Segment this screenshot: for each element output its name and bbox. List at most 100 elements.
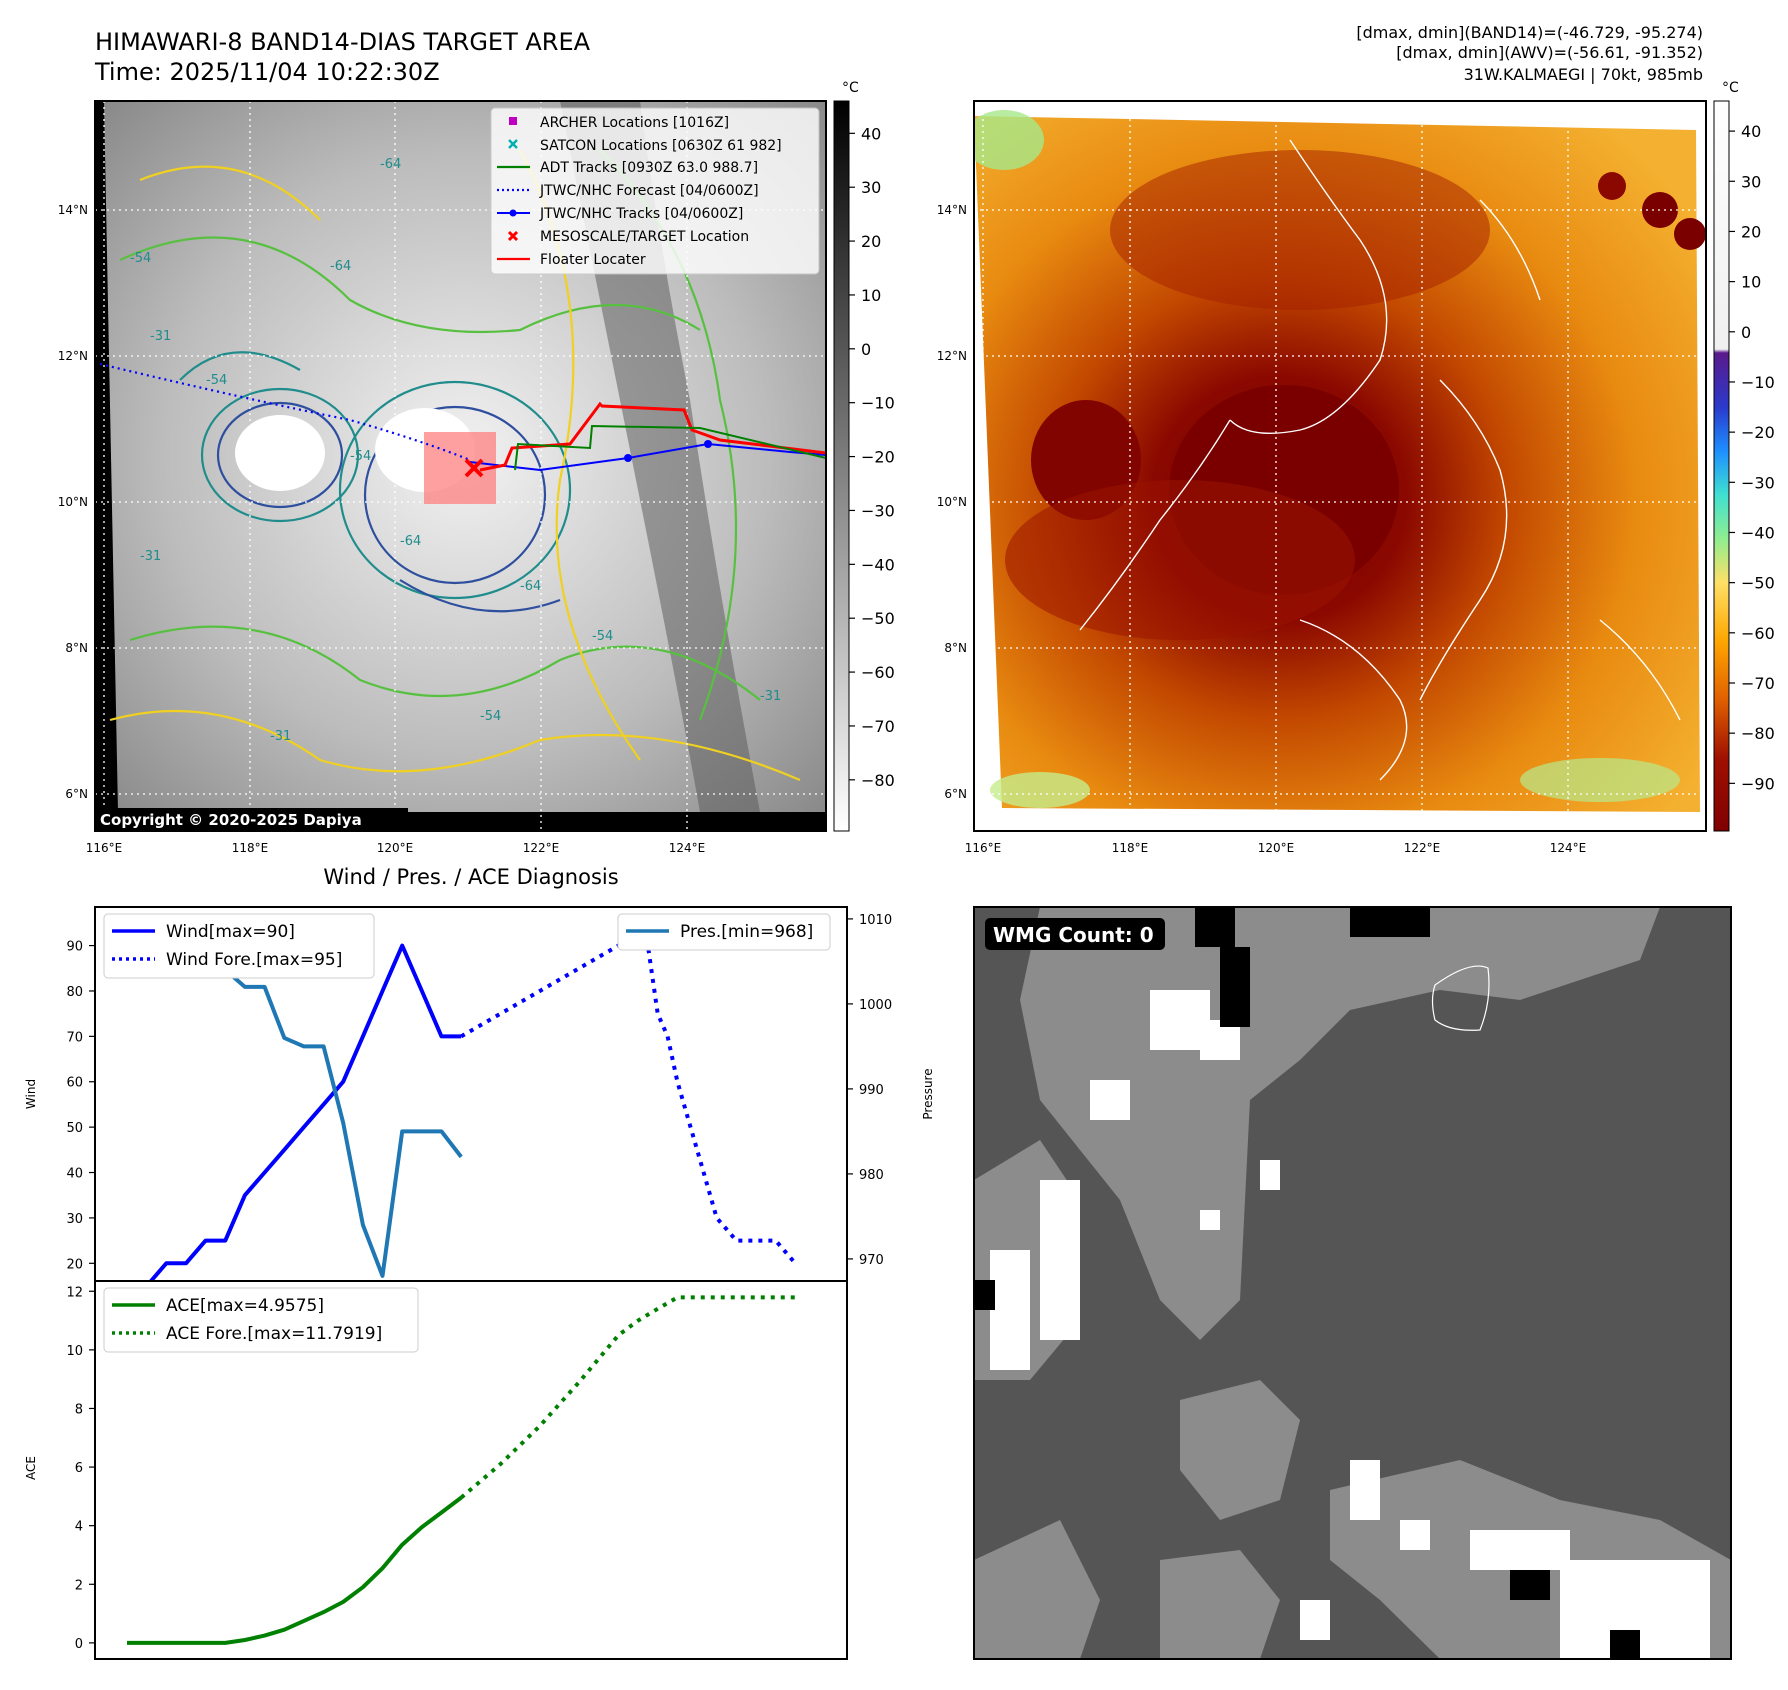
right-map-frame: [973, 100, 1707, 832]
ace-axis-tick-label: 12: [66, 1285, 83, 1300]
wind-axis-tick-label: 30: [66, 1212, 83, 1227]
left-colorbar-gradient: [833, 100, 850, 832]
left-colorbar-tick-label: −50: [861, 609, 895, 628]
right-lon-label-118e: 118°E: [1112, 841, 1149, 855]
wmg-frame: [973, 906, 1732, 1660]
copyright-text: Copyright © 2020-2025 Dapiya: [100, 811, 362, 829]
contour-label: -64: [330, 259, 351, 274]
contour-label: -31: [140, 549, 161, 564]
ace-axis-tick-label: 4: [75, 1520, 83, 1535]
right-colorbar-tick-label: −30: [1741, 473, 1775, 492]
wind-pressure-chart: Wind Pressure 20 30 40 50 60 70 80 90 970 980 990…: [24, 906, 935, 1288]
right-map-coastlines: [1079, 139, 1681, 781]
right-colorbar-tick-label: 30: [1741, 172, 1761, 191]
legend-mesoscale-x-marker: [507, 230, 519, 242]
right-lon-label-120e: 120°E: [1258, 841, 1295, 855]
ace-axis-tick-label: 0: [75, 1637, 83, 1652]
wmg-panel: WMG Count: 0: [973, 906, 1732, 1660]
right-colorbar-tick-label: −60: [1741, 624, 1775, 643]
legend-archer-label: ARCHER Locations [1016Z]: [540, 115, 729, 131]
left-map-frame: [94, 100, 827, 832]
legend-tracks-label: JTWC/NHC Tracks [04/0600Z]: [539, 206, 743, 222]
legend-box: [490, 107, 820, 275]
left-colorbar-tick-label: −30: [861, 501, 895, 520]
right-map-green-sw: [990, 772, 1090, 808]
left-map-panel: Copyright © 2020-2025 Dapiya ARCHER Loca…: [58, 100, 827, 855]
legend-floater-label: Floater Locater: [540, 252, 646, 268]
jtwc-best-track: [469, 442, 826, 472]
wmg-coastline: [1431, 965, 1490, 1031]
left-colorbar-tick-label: −40: [861, 555, 895, 574]
contour-label: -31: [760, 689, 781, 704]
left-map-core-west: [235, 415, 325, 491]
legend-satcon-x-marker: [508, 139, 518, 149]
right-colorbar-tick-label: 0: [1741, 323, 1751, 342]
right-colorbar-tick-label: −40: [1741, 523, 1775, 542]
left-lat-label-10n: 10°N: [58, 495, 88, 509]
info-band14: [dmax, dmin](BAND14)=(-46.729, -95.274): [1356, 23, 1703, 42]
right-colorbar-tick-label: −20: [1741, 423, 1775, 442]
right-colorbar-tick-label: −70: [1741, 674, 1775, 693]
wmg-count-badge: [985, 918, 1165, 950]
right-lat-label-10n: 10°N: [937, 495, 967, 509]
wmg-black-regions: [975, 907, 1640, 1659]
ace-fore-legend-label: ACE Fore.[max=11.7919]: [166, 1324, 382, 1344]
contour-label: -54: [350, 449, 371, 464]
right-colorbar-tick-label: 10: [1741, 273, 1761, 292]
left-lon-label-118e: 118°E: [232, 841, 269, 855]
left-colorbar-unit: °C: [842, 80, 859, 96]
contour-label: -54: [206, 373, 227, 388]
right-map-green-nw: [974, 110, 1044, 170]
right-lat-label-8n: 8°N: [944, 641, 967, 655]
right-lat-label-12n: 12°N: [937, 349, 967, 363]
wind-axis-tick-label: 20: [66, 1257, 83, 1272]
left-colorbar: °C 40 30 20 10 0 −10 −20 −30 −40 −50 −60 −70 −80: [833, 80, 895, 832]
ace-axis-tick-label: 2: [75, 1578, 83, 1593]
contour-label: -64: [380, 157, 401, 172]
ace-legend-label: ACE[max=4.9575]: [166, 1296, 324, 1316]
wind-series-line: [127, 943, 462, 1288]
contour-label: -31: [150, 329, 171, 344]
right-colorbar-tick-label: −50: [1741, 574, 1775, 593]
pressure-legend-label: Pres.[min=968]: [680, 922, 813, 942]
ace-axis-tick-label: 8: [75, 1402, 83, 1417]
left-lon-label-116e: 116°E: [86, 841, 123, 855]
ace-series-line: [127, 1496, 463, 1645]
diagnosis-title: Wind / Pres. / ACE Diagnosis: [323, 865, 618, 889]
right-colorbar-unit: °C: [1722, 80, 1739, 96]
wind-axis-tick-label: 70: [66, 1030, 83, 1045]
right-map-convection-3: [1598, 172, 1626, 200]
ace-legend-box: [103, 1287, 419, 1353]
ace-axis-tick-label: 6: [75, 1461, 83, 1476]
right-lat-label-6n: 6°N: [944, 787, 967, 801]
right-map-band-north: [1110, 150, 1490, 310]
contour-label: -54: [130, 251, 151, 266]
left-map-dark-streak: [560, 101, 760, 812]
contour-label: -31: [270, 729, 291, 744]
left-colorbar-tick-label: 30: [861, 178, 881, 197]
contour-label: -64: [400, 534, 421, 549]
wind-axis-tick-label: 40: [66, 1167, 83, 1182]
contour-label: -64: [520, 579, 541, 594]
right-map-panel: 14°N 12°N 10°N 8°N 6°N 116°E 118°E 120°E…: [937, 100, 1707, 855]
legend-tracks-dot: [509, 209, 517, 217]
wmg-count-label: WMG Count: 0: [993, 923, 1154, 947]
left-lon-label-122e: 122°E: [523, 841, 560, 855]
contour-label: -54: [592, 629, 613, 644]
left-lat-label-14n: 14°N: [58, 203, 88, 217]
info-awv: [dmax, dmin](AWV)=(-56.61, -91.352): [1396, 43, 1703, 62]
pressure-axis-tick-label: 1000: [859, 998, 892, 1013]
left-colorbar-tick-label: 40: [861, 124, 881, 143]
left-colorbar-tick-label: −70: [861, 717, 895, 736]
right-lon-label-116e: 116°E: [965, 841, 1002, 855]
pressure-axis-tick-label: 970: [859, 1253, 884, 1268]
left-colorbar-tick-label: 0: [861, 340, 871, 359]
right-colorbar-tick-label: 20: [1741, 222, 1761, 241]
right-lat-label-14n: 14°N: [937, 203, 967, 217]
legend-satcon-label: SATCON Locations [0630Z 61 982]: [540, 138, 782, 154]
wind-legend-label: Wind[max=90]: [166, 922, 295, 942]
right-lon-label-122e: 122°E: [1404, 841, 1441, 855]
wind-axis-tick-label: 60: [66, 1076, 83, 1091]
left-map-contours: [109, 149, 801, 782]
figure-title: HIMAWARI-8 BAND14-DIAS TARGET AREA: [95, 28, 591, 56]
